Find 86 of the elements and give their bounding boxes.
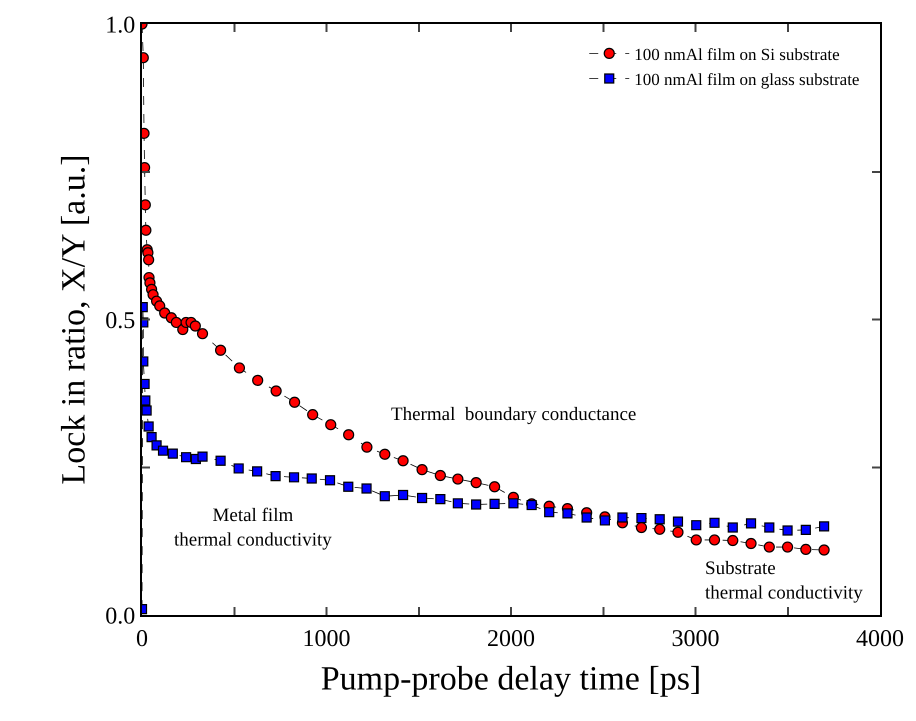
point	[416, 492, 428, 504]
y-axis-title: Lock in ratio, X/Y [a.u.]	[55, 154, 92, 485]
point	[764, 522, 774, 533]
point	[489, 498, 500, 509]
point	[654, 524, 666, 535]
x-tick-label: 2000	[487, 626, 535, 652]
point	[143, 254, 154, 266]
point	[562, 508, 573, 518]
point	[361, 442, 373, 453]
point	[361, 483, 372, 494]
point	[691, 520, 702, 530]
point	[746, 518, 756, 528]
point	[325, 419, 336, 430]
point	[782, 541, 794, 553]
point	[288, 472, 300, 482]
point	[168, 448, 178, 459]
annotation: Substrate thermal conductivity	[705, 558, 864, 604]
point	[819, 521, 830, 532]
point	[216, 456, 226, 466]
point	[508, 498, 518, 508]
point	[800, 524, 811, 535]
y-tick-label: 1.0	[105, 12, 136, 38]
point	[617, 512, 628, 523]
point	[582, 512, 592, 523]
point	[452, 473, 464, 485]
point	[470, 477, 482, 488]
point	[636, 512, 647, 524]
point	[728, 522, 738, 533]
x-tick-label: 0	[136, 626, 148, 652]
point	[343, 429, 354, 440]
point	[709, 518, 720, 528]
x-tick-label: 4000	[856, 626, 904, 652]
point	[144, 421, 154, 432]
point	[672, 516, 684, 527]
annotation: Thermal boundary conductance	[391, 404, 636, 425]
point	[181, 452, 192, 462]
point	[306, 473, 317, 484]
point	[343, 482, 354, 492]
y-tick-label: 0.0	[105, 603, 136, 630]
point	[252, 466, 262, 476]
point	[270, 385, 282, 397]
point	[234, 463, 244, 474]
point	[452, 498, 463, 508]
legend-label: 100 nmAl film on glass substrate	[634, 70, 860, 90]
point	[190, 320, 201, 332]
point	[654, 514, 665, 524]
point	[380, 491, 390, 502]
point	[307, 409, 318, 420]
point	[158, 446, 168, 456]
x-tick-label: 1000	[302, 626, 350, 652]
point	[672, 526, 684, 538]
point	[252, 374, 264, 386]
point	[215, 344, 226, 356]
point	[544, 507, 554, 518]
point	[398, 490, 408, 500]
point	[288, 396, 300, 408]
point	[416, 464, 428, 476]
annotation: Metal film thermal conductivity	[174, 505, 332, 551]
x-axis-title: Pump-probe delay time [ps]	[320, 660, 702, 698]
point	[471, 499, 482, 510]
point	[196, 328, 208, 340]
point	[397, 455, 409, 466]
point	[488, 481, 500, 492]
point	[324, 475, 336, 486]
point	[142, 405, 152, 416]
point	[434, 470, 446, 482]
point	[600, 515, 610, 526]
point	[234, 362, 246, 374]
point	[146, 432, 157, 442]
point	[197, 452, 208, 462]
point	[800, 544, 812, 555]
point	[764, 541, 775, 553]
point	[690, 534, 702, 546]
point	[708, 534, 720, 546]
y-tick-label: 0.5	[105, 308, 136, 334]
point	[379, 448, 390, 460]
point	[782, 525, 793, 536]
point	[435, 494, 446, 504]
point	[727, 534, 738, 546]
x-tick-label: 3000	[672, 626, 720, 652]
point	[636, 522, 648, 534]
point	[170, 316, 182, 328]
legend-label: 100 nmAl film on Si substrate	[634, 45, 840, 64]
point	[270, 471, 281, 482]
point	[745, 538, 757, 550]
point	[818, 544, 830, 556]
